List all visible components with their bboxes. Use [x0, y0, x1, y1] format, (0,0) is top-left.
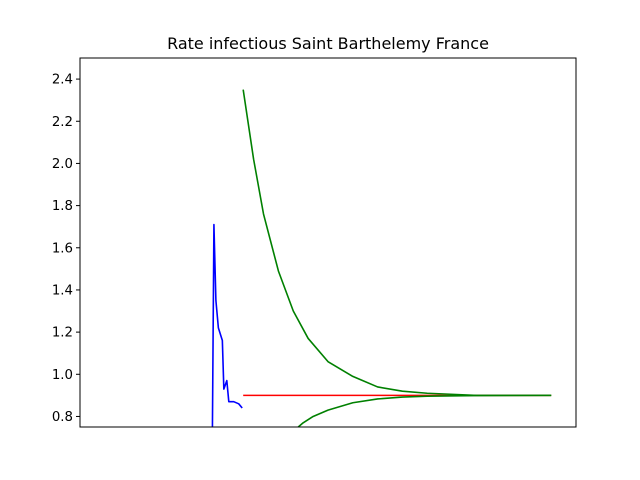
y-tick-label: 1.2 — [52, 326, 73, 341]
series-layer — [211, 89, 552, 427]
y-tick-label: 1.0 — [52, 368, 73, 383]
y-axis: 0.8 1.0 1.2 1.4 1.6 1.8 2.0 2.2 2.4 — [52, 73, 80, 425]
chart-title: Rate infectious Saint Barthelemy France — [167, 34, 489, 53]
series-line-3 — [242, 89, 552, 397]
y-tick-label: 1.8 — [52, 199, 73, 214]
series-line-4 — [297, 394, 552, 427]
plot-frame — [79, 57, 577, 428]
y-tick-label: 1.4 — [52, 284, 73, 299]
y-tick-label: 2.0 — [52, 157, 73, 172]
y-tick-label: 2.4 — [52, 73, 73, 88]
series-line-1 — [211, 223, 243, 427]
y-tick-label: 1.6 — [52, 241, 73, 256]
y-tick-label: 0.8 — [52, 410, 73, 425]
y-tick-label: 2.2 — [52, 115, 73, 130]
